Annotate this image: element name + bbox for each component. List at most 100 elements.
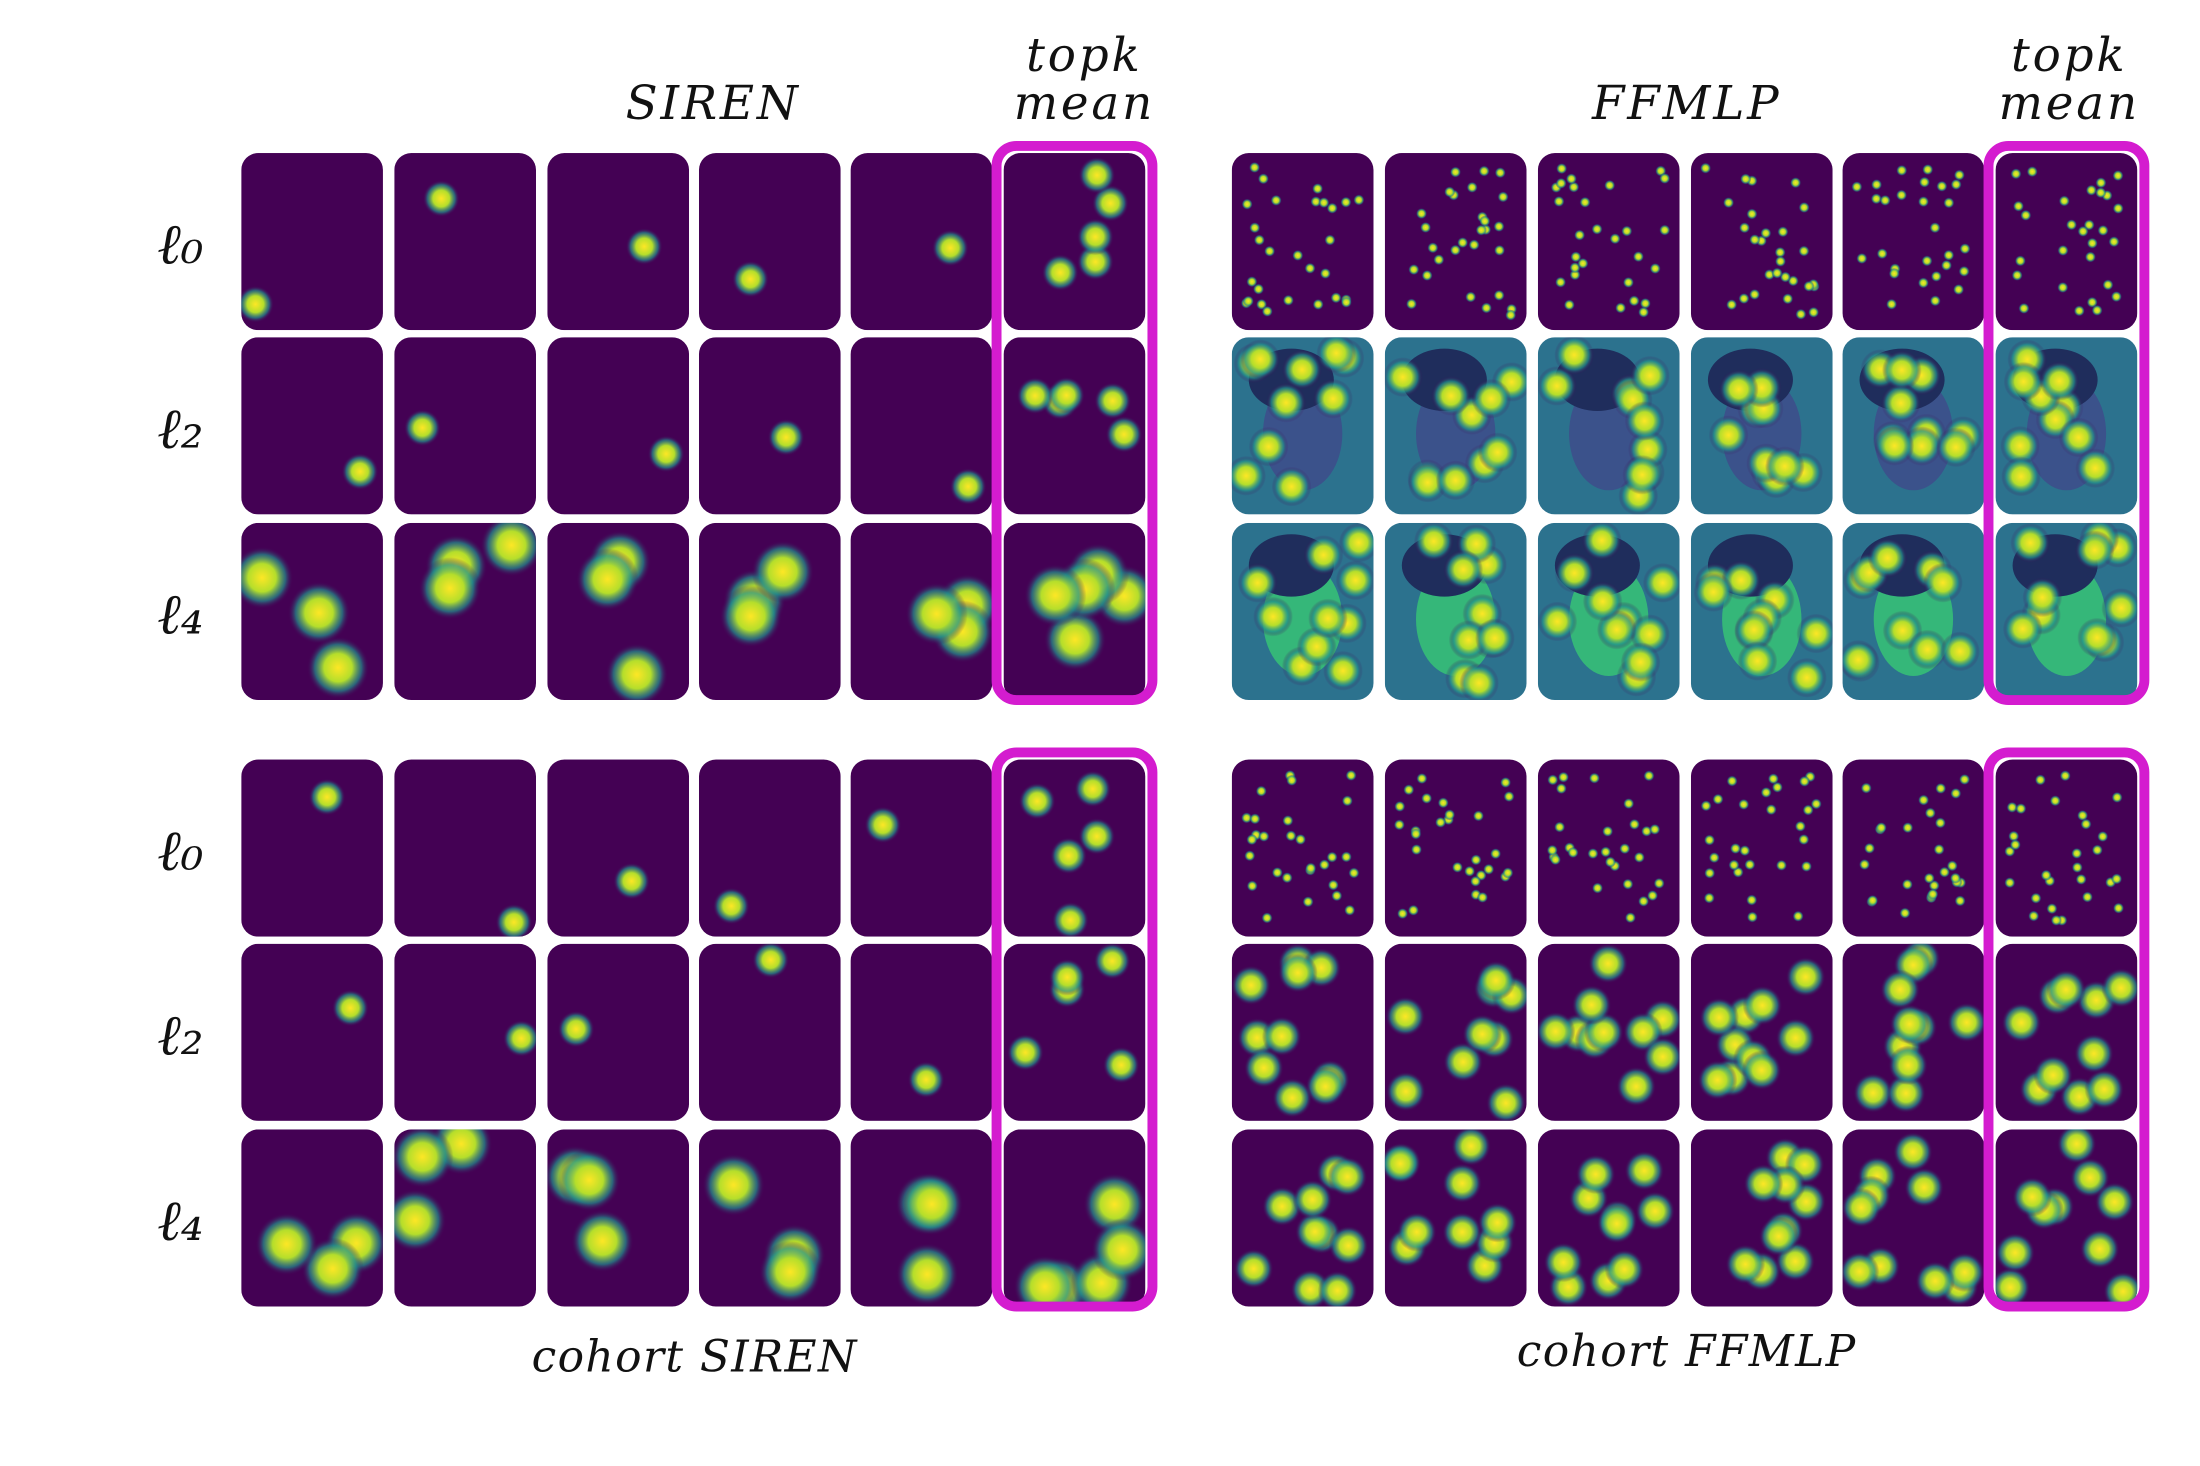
activation bbox=[2094, 1182, 2135, 1222]
activation bbox=[1442, 1212, 1483, 1252]
activation bbox=[2097, 830, 2109, 843]
activation bbox=[2030, 892, 2042, 904]
activation bbox=[1958, 773, 1971, 786]
tile bbox=[1995, 153, 2138, 331]
activation bbox=[1622, 878, 1634, 890]
activation bbox=[1792, 910, 1804, 922]
activation bbox=[1479, 215, 1491, 227]
activation bbox=[905, 582, 968, 646]
activation bbox=[907, 1061, 945, 1099]
activation bbox=[1789, 177, 1802, 189]
activation bbox=[1471, 378, 1512, 419]
activation bbox=[1943, 197, 1955, 209]
activation bbox=[1233, 1248, 1274, 1289]
activation bbox=[1348, 867, 1360, 879]
tile-bg bbox=[698, 337, 841, 515]
tile bbox=[1231, 522, 1374, 701]
activation bbox=[1486, 1083, 1526, 1121]
activation bbox=[1465, 291, 1477, 303]
activation bbox=[1469, 875, 1482, 887]
tile bbox=[850, 337, 993, 515]
topk-label: topk bbox=[1026, 29, 1143, 83]
activation bbox=[2011, 269, 2023, 281]
activation bbox=[1393, 819, 1406, 831]
tile bbox=[241, 522, 383, 701]
tile bbox=[1842, 759, 1985, 937]
activation bbox=[1995, 1267, 2031, 1307]
activation bbox=[1483, 863, 1495, 875]
activation bbox=[1882, 350, 1922, 390]
activation bbox=[2101, 968, 2138, 1008]
tile bbox=[241, 1129, 383, 1307]
activation bbox=[1853, 1073, 1893, 1113]
activation bbox=[2076, 809, 2089, 822]
tile bbox=[547, 153, 690, 331]
activation bbox=[1384, 357, 1423, 397]
activation bbox=[1244, 1048, 1284, 1088]
activation bbox=[1708, 415, 1749, 455]
activation bbox=[1242, 295, 1255, 307]
activation bbox=[751, 540, 814, 603]
activation bbox=[605, 643, 669, 701]
activation bbox=[1575, 1154, 1616, 1195]
activation bbox=[1940, 259, 1953, 272]
tile-bg bbox=[850, 153, 993, 331]
activation bbox=[2008, 830, 2020, 842]
activation bbox=[1870, 193, 1882, 205]
tile bbox=[394, 1129, 537, 1307]
tile bbox=[241, 337, 383, 515]
activation bbox=[2057, 281, 2069, 294]
activation bbox=[2026, 165, 2038, 178]
activation bbox=[1304, 262, 1316, 274]
activation bbox=[1555, 782, 1567, 795]
activation bbox=[1547, 774, 1559, 786]
activation bbox=[1699, 997, 1740, 1038]
activation bbox=[2058, 417, 2099, 458]
activation bbox=[301, 1237, 364, 1300]
activation bbox=[1319, 267, 1332, 280]
activation bbox=[306, 636, 370, 699]
activation bbox=[1728, 859, 1740, 871]
activation bbox=[394, 1129, 454, 1189]
activation bbox=[2004, 877, 2016, 889]
tile bbox=[1537, 522, 1680, 701]
activation bbox=[1237, 563, 1278, 603]
activation bbox=[1622, 276, 1635, 289]
tile bbox=[698, 1129, 841, 1307]
activation bbox=[1810, 798, 1822, 810]
activation bbox=[1734, 609, 1774, 650]
activation bbox=[341, 453, 379, 490]
activation bbox=[1553, 195, 1565, 208]
tile bbox=[241, 153, 383, 331]
activation bbox=[1899, 907, 1911, 919]
activation bbox=[2108, 236, 2120, 248]
tile bbox=[1384, 759, 1527, 937]
tile-bg bbox=[1842, 153, 1985, 331]
activation bbox=[1567, 846, 1579, 859]
activation bbox=[1494, 167, 1506, 179]
tile bbox=[394, 153, 537, 331]
activation bbox=[1571, 985, 1612, 1025]
activation bbox=[2110, 290, 2123, 303]
row-label: ℓ₄ bbox=[157, 1188, 203, 1254]
activation bbox=[719, 585, 783, 648]
activation bbox=[1746, 208, 1758, 220]
activation bbox=[1620, 642, 1661, 682]
activation bbox=[1874, 425, 1915, 466]
activation bbox=[1954, 895, 1966, 907]
activation bbox=[1543, 1242, 1584, 1283]
activation bbox=[1051, 901, 1089, 937]
activation bbox=[1537, 1011, 1576, 1052]
activation bbox=[1646, 889, 1659, 902]
activation bbox=[1949, 872, 1962, 884]
activation bbox=[1922, 163, 1934, 176]
topk-highlight bbox=[1983, 747, 2150, 1312]
activation bbox=[480, 522, 537, 577]
activation bbox=[1246, 880, 1258, 892]
activation bbox=[1901, 878, 1914, 891]
tile bbox=[547, 943, 690, 1121]
row-label: ℓ₂ bbox=[157, 396, 203, 462]
activation bbox=[2058, 195, 2070, 207]
activation bbox=[1102, 1046, 1140, 1084]
activation bbox=[1537, 601, 1578, 642]
